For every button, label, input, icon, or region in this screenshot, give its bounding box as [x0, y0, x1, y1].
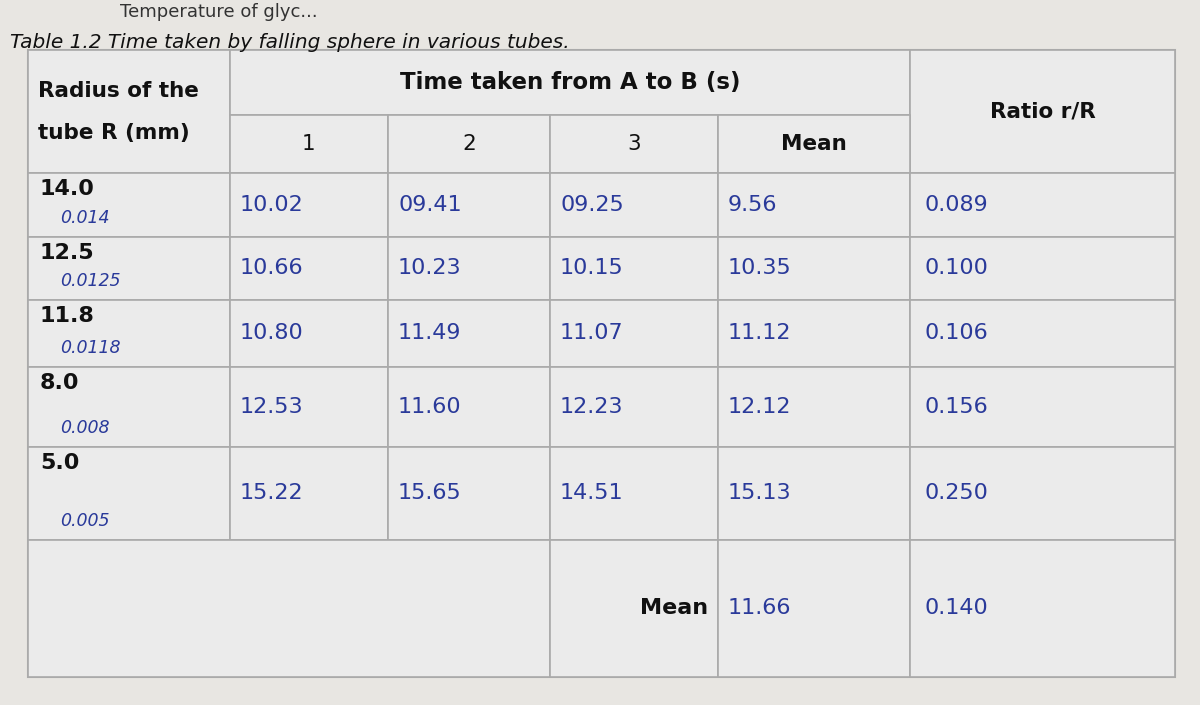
Text: 12.53: 12.53	[240, 397, 304, 417]
Text: 0.0125: 0.0125	[60, 272, 120, 290]
Bar	[910, 367, 1175, 447]
Text: Time taken from A to B (s): Time taken from A to B (s)	[400, 71, 740, 94]
Bar	[550, 540, 718, 677]
Bar	[388, 237, 550, 300]
Text: 0.106: 0.106	[925, 324, 989, 343]
Text: Radius of the: Radius of the	[38, 82, 199, 102]
Text: 10.80: 10.80	[240, 324, 304, 343]
Bar	[910, 300, 1175, 367]
Bar	[718, 237, 910, 300]
Bar	[550, 173, 718, 237]
Bar	[910, 50, 1175, 173]
Text: Mean: Mean	[640, 599, 708, 618]
Bar	[230, 50, 910, 115]
Text: tube R (mm): tube R (mm)	[38, 123, 190, 144]
Text: 5.0: 5.0	[40, 453, 79, 473]
Text: 0.156: 0.156	[925, 397, 989, 417]
Text: 15.13: 15.13	[728, 484, 792, 503]
Text: 11.12: 11.12	[728, 324, 792, 343]
Text: Mean: Mean	[781, 134, 847, 154]
Bar	[230, 237, 388, 300]
Text: 0.008: 0.008	[60, 419, 109, 437]
Bar	[230, 367, 388, 447]
Text: 11.60: 11.60	[398, 397, 462, 417]
Text: 10.35: 10.35	[728, 259, 792, 278]
Bar	[910, 173, 1175, 237]
Bar	[230, 300, 388, 367]
Text: 0.014: 0.014	[60, 209, 109, 227]
Text: Temperature of glyc...: Temperature of glyc...	[120, 3, 318, 21]
Bar	[28, 540, 550, 677]
Bar	[28, 300, 230, 367]
Text: 8.0: 8.0	[40, 373, 79, 393]
Bar	[388, 447, 550, 540]
Text: 2: 2	[462, 134, 476, 154]
Bar	[718, 540, 910, 677]
Text: Table 1.2 Time taken by falling sphere in various tubes.: Table 1.2 Time taken by falling sphere i…	[10, 33, 570, 52]
Bar	[910, 540, 1175, 677]
Text: 0.0118: 0.0118	[60, 339, 120, 357]
Text: 0.005: 0.005	[60, 512, 109, 530]
Bar	[718, 300, 910, 367]
Text: 11.49: 11.49	[398, 324, 462, 343]
Bar	[28, 237, 230, 300]
Bar	[230, 115, 388, 173]
Text: 12.5: 12.5	[40, 243, 95, 263]
Bar	[550, 367, 718, 447]
Text: 14.0: 14.0	[40, 179, 95, 199]
Text: 10.02: 10.02	[240, 195, 304, 215]
Bar	[718, 173, 910, 237]
Text: 0.250: 0.250	[925, 484, 989, 503]
Bar	[550, 300, 718, 367]
Bar	[28, 447, 230, 540]
Text: 12.23: 12.23	[560, 397, 624, 417]
Text: 11.66: 11.66	[728, 599, 792, 618]
Bar	[718, 447, 910, 540]
Bar	[230, 173, 388, 237]
Bar	[550, 115, 718, 173]
Bar	[28, 50, 230, 173]
Bar	[718, 115, 910, 173]
Bar	[28, 173, 230, 237]
Bar	[388, 173, 550, 237]
Text: 09.41: 09.41	[398, 195, 462, 215]
Bar	[718, 367, 910, 447]
Bar	[28, 367, 230, 447]
Bar	[388, 300, 550, 367]
Text: 0.100: 0.100	[925, 259, 989, 278]
Text: 0.140: 0.140	[925, 599, 989, 618]
Text: 14.51: 14.51	[560, 484, 624, 503]
Text: 09.25: 09.25	[560, 195, 624, 215]
Text: 10.66: 10.66	[240, 259, 304, 278]
Text: 9.56: 9.56	[728, 195, 778, 215]
Text: 15.65: 15.65	[398, 484, 462, 503]
Text: 1: 1	[302, 134, 316, 154]
Text: 15.22: 15.22	[240, 484, 304, 503]
Bar	[388, 367, 550, 447]
Bar	[550, 237, 718, 300]
Bar	[388, 115, 550, 173]
Text: 3: 3	[628, 134, 641, 154]
Bar	[230, 447, 388, 540]
Text: 12.12: 12.12	[728, 397, 792, 417]
Text: 0.089: 0.089	[925, 195, 989, 215]
Bar	[910, 237, 1175, 300]
Bar	[550, 447, 718, 540]
Text: 11.8: 11.8	[40, 306, 95, 326]
Text: 10.23: 10.23	[398, 259, 462, 278]
Bar	[910, 447, 1175, 540]
Text: 10.15: 10.15	[560, 259, 624, 278]
Text: Ratio r/R: Ratio r/R	[990, 102, 1096, 121]
Bar	[28, 50, 1175, 677]
Text: 11.07: 11.07	[560, 324, 624, 343]
